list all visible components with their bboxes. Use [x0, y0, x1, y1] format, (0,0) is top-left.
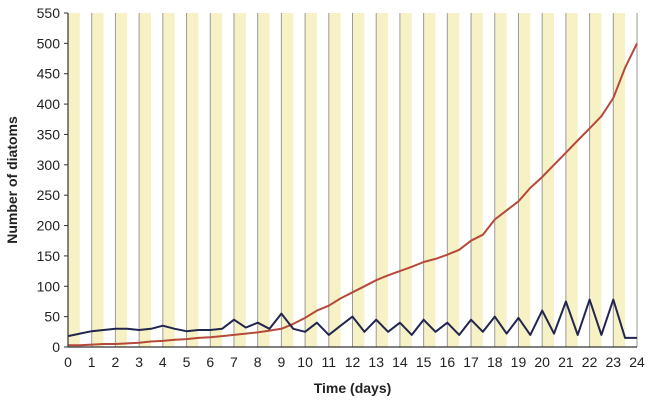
x-tick-label: 6 [206, 354, 214, 370]
day-band [542, 13, 555, 347]
day-band [233, 13, 246, 347]
x-tick-label: 23 [606, 354, 622, 370]
day-band [613, 13, 626, 347]
x-tick-label: 0 [64, 354, 72, 370]
x-tick-label: 11 [322, 354, 337, 370]
day-band [257, 13, 270, 347]
y-tick-label: 500 [37, 35, 61, 51]
x-tick-label: 5 [183, 354, 191, 370]
y-axis-title: Number of diatoms [4, 116, 20, 244]
x-tick-label: 10 [297, 354, 313, 370]
series-lines [67, 42, 638, 347]
y-tick-label: 150 [37, 248, 61, 264]
x-tick-label: 1 [88, 354, 96, 370]
day-band [162, 13, 175, 347]
x-tick-labels: 0 1 2 3 4 5 6 7 8 9 10 11 12 13 14 15 16 17 18 19 20 21 22 23 24 [64, 354, 645, 370]
x-tick-label: 17 [463, 354, 479, 370]
x-tick-label: 22 [582, 354, 598, 370]
x-tick-label: 9 [277, 354, 285, 370]
y-tick-label: 250 [37, 187, 61, 203]
y-tick-label: 100 [37, 278, 61, 294]
day-band [68, 13, 80, 347]
x-tick-label: 19 [511, 354, 527, 370]
x-tick-label: 15 [416, 354, 432, 370]
series-line-2 [67, 298, 637, 339]
day-band [565, 13, 578, 347]
day-band [518, 13, 531, 347]
y-tick-label: 50 [44, 309, 60, 325]
x-tick-label: 20 [534, 354, 550, 370]
axes [67, 13, 637, 348]
day-band [115, 13, 128, 347]
day-band [186, 13, 199, 347]
x-tick-label: 16 [440, 354, 456, 370]
y-tick-label: 450 [37, 66, 61, 82]
x-tick-label: 14 [392, 354, 408, 370]
x-tick-label: 8 [254, 354, 262, 370]
y-tick-label: 550 [37, 5, 61, 21]
day-band [447, 13, 460, 347]
series-line-1 [68, 42, 638, 347]
x-tick-label: 18 [487, 354, 503, 370]
day-band [352, 13, 365, 347]
x-axis-title: Time (days) [314, 380, 392, 396]
day-bands [68, 13, 626, 347]
day-band [305, 13, 317, 347]
x-tick-label: 13 [368, 354, 384, 370]
x-tick-label: 4 [159, 354, 167, 370]
y-tick-label: 350 [37, 126, 61, 142]
grid-lines [67, 13, 638, 347]
day-band [589, 13, 602, 347]
day-band [494, 13, 507, 347]
day-band [328, 13, 341, 347]
y-tick-label: 300 [37, 157, 61, 173]
x-tick-label: 12 [345, 354, 361, 370]
x-tick-label: 2 [112, 354, 120, 370]
y-tick-label: 0 [52, 339, 60, 355]
y-tick-label: 400 [37, 96, 61, 112]
day-band [91, 13, 104, 347]
x-tick-label: 24 [629, 354, 645, 370]
day-band [139, 13, 151, 347]
day-band [471, 13, 483, 347]
x-tick-label: 21 [558, 354, 574, 370]
y-tick-label: 200 [37, 218, 61, 234]
day-band [376, 13, 389, 347]
x-tick-label: 7 [230, 354, 238, 370]
day-band [281, 13, 294, 347]
x-tick-label: 3 [135, 354, 143, 370]
y-tick-labels: 0 50 100 150 200 250 300 350 400 450 500 550 [37, 5, 68, 355]
day-band [210, 13, 223, 347]
day-band [423, 13, 436, 347]
day-band [399, 13, 412, 347]
